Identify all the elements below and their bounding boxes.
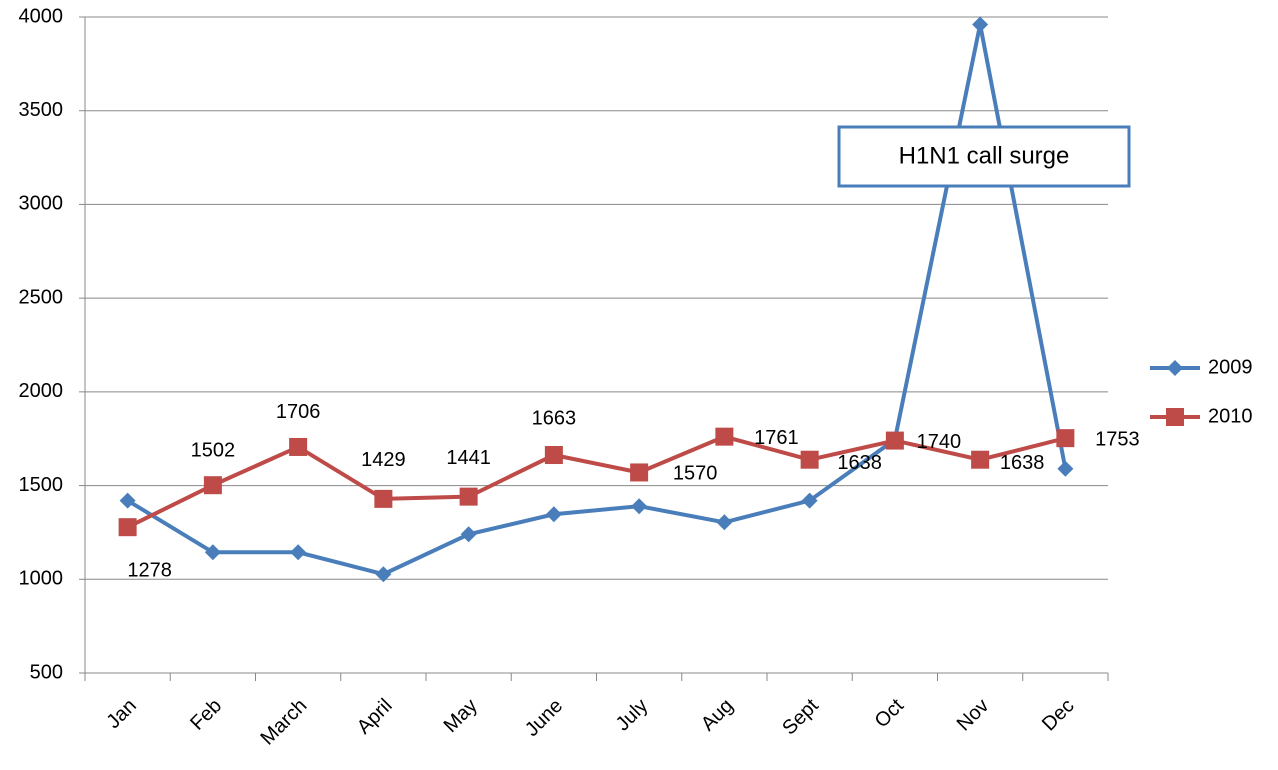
data-label: 1753 bbox=[1095, 428, 1140, 450]
x-tick-label: April bbox=[353, 695, 397, 739]
point bbox=[290, 544, 307, 561]
series-line bbox=[126, 24, 1068, 577]
y-tick-label: 1500 bbox=[19, 474, 64, 496]
data-label: 1638 bbox=[1000, 452, 1045, 474]
point bbox=[631, 498, 648, 515]
x-tick-label: Jan bbox=[103, 695, 141, 733]
series-line bbox=[126, 434, 1066, 529]
point bbox=[971, 450, 990, 469]
x-tick-label: Feb bbox=[186, 695, 226, 735]
point bbox=[375, 566, 392, 583]
point bbox=[715, 427, 734, 446]
point bbox=[118, 518, 137, 537]
point bbox=[374, 489, 393, 508]
y-tick-label: 2500 bbox=[19, 286, 64, 308]
legend-label: 2010 bbox=[1208, 405, 1253, 427]
x-tick-label: Dec bbox=[1038, 695, 1079, 736]
annotation: H1N1 call surge bbox=[899, 142, 1070, 169]
point bbox=[544, 446, 563, 465]
point bbox=[545, 506, 562, 523]
point bbox=[289, 437, 308, 456]
x-tick-label: Sept bbox=[778, 694, 823, 739]
point bbox=[630, 463, 649, 482]
y-tick-label: 4000 bbox=[19, 5, 64, 27]
x-tick-label: May bbox=[440, 695, 482, 737]
point bbox=[716, 514, 733, 531]
x-tick-label: Aug bbox=[697, 695, 738, 736]
data-label: 1570 bbox=[673, 463, 718, 485]
point bbox=[801, 492, 818, 509]
y-tick-label: 3000 bbox=[19, 193, 64, 215]
y-tick-label: 3500 bbox=[19, 99, 64, 121]
data-label: 1441 bbox=[446, 447, 491, 469]
point bbox=[203, 476, 222, 495]
y-tick-label: 1000 bbox=[19, 568, 64, 590]
legend-label: 2009 bbox=[1208, 356, 1253, 378]
point bbox=[1057, 460, 1074, 477]
data-label: 1278 bbox=[127, 559, 172, 581]
data-label: 1429 bbox=[361, 449, 406, 471]
data-label: 1638 bbox=[837, 452, 882, 474]
point bbox=[204, 544, 221, 561]
data-label: 1502 bbox=[191, 439, 236, 461]
point bbox=[885, 431, 904, 450]
annotation-box bbox=[837, 125, 1131, 188]
point bbox=[1056, 429, 1075, 448]
data-label: 1663 bbox=[532, 407, 577, 429]
point bbox=[800, 450, 819, 469]
x-tick-label: Oct bbox=[871, 694, 909, 732]
point bbox=[119, 492, 136, 509]
data-label: 1761 bbox=[754, 427, 799, 449]
x-tick-label: March bbox=[257, 695, 312, 750]
point bbox=[459, 487, 478, 506]
y-tick-label: 2000 bbox=[19, 380, 64, 402]
x-tick-label: Nov bbox=[953, 695, 994, 736]
legend-marker bbox=[1167, 360, 1183, 376]
data-label: 1740 bbox=[917, 431, 962, 453]
point bbox=[460, 526, 477, 543]
data-label: 1706 bbox=[276, 401, 321, 423]
x-tick-label: June bbox=[521, 695, 567, 741]
legend-marker bbox=[1166, 408, 1184, 426]
point bbox=[972, 16, 989, 33]
x-tick-label: July bbox=[612, 695, 653, 736]
y-tick-label: 500 bbox=[30, 661, 63, 683]
